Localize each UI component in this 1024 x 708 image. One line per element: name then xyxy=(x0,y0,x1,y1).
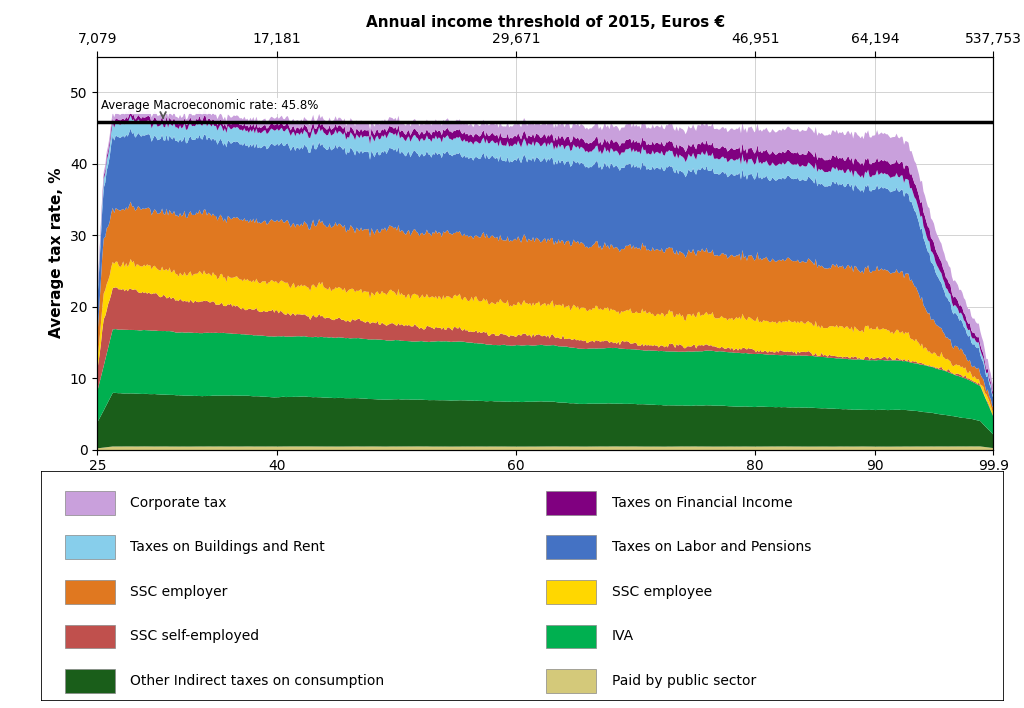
Text: Paid by public sector: Paid by public sector xyxy=(611,674,756,687)
Bar xyxy=(66,535,115,559)
Bar xyxy=(547,491,596,515)
FancyBboxPatch shape xyxy=(41,471,1004,701)
Text: Taxes on Labor and Pensions: Taxes on Labor and Pensions xyxy=(611,540,811,554)
X-axis label: Annual income threshold of 2015, Euros €: Annual income threshold of 2015, Euros € xyxy=(366,15,725,30)
Text: Taxes on Buildings and Rent: Taxes on Buildings and Rent xyxy=(130,540,326,554)
X-axis label: Percentiles: Percentiles xyxy=(498,479,593,494)
Text: Taxes on Financial Income: Taxes on Financial Income xyxy=(611,496,793,510)
Text: SSC employer: SSC employer xyxy=(130,585,228,599)
Text: SSC self-employed: SSC self-employed xyxy=(130,629,260,644)
Bar xyxy=(66,624,115,649)
Bar xyxy=(547,624,596,649)
Bar xyxy=(547,668,596,692)
Text: Corporate tax: Corporate tax xyxy=(130,496,227,510)
Text: IVA: IVA xyxy=(611,629,634,644)
Bar xyxy=(547,535,596,559)
Text: SSC employee: SSC employee xyxy=(611,585,712,599)
Text: Average Macroeconomic rate: 45.8%: Average Macroeconomic rate: 45.8% xyxy=(101,99,318,113)
Bar xyxy=(66,580,115,604)
Bar xyxy=(66,668,115,692)
Bar xyxy=(547,580,596,604)
Y-axis label: Average tax rate, %: Average tax rate, % xyxy=(49,168,65,338)
Bar xyxy=(66,491,115,515)
Text: Other Indirect taxes on consumption: Other Indirect taxes on consumption xyxy=(130,674,385,687)
